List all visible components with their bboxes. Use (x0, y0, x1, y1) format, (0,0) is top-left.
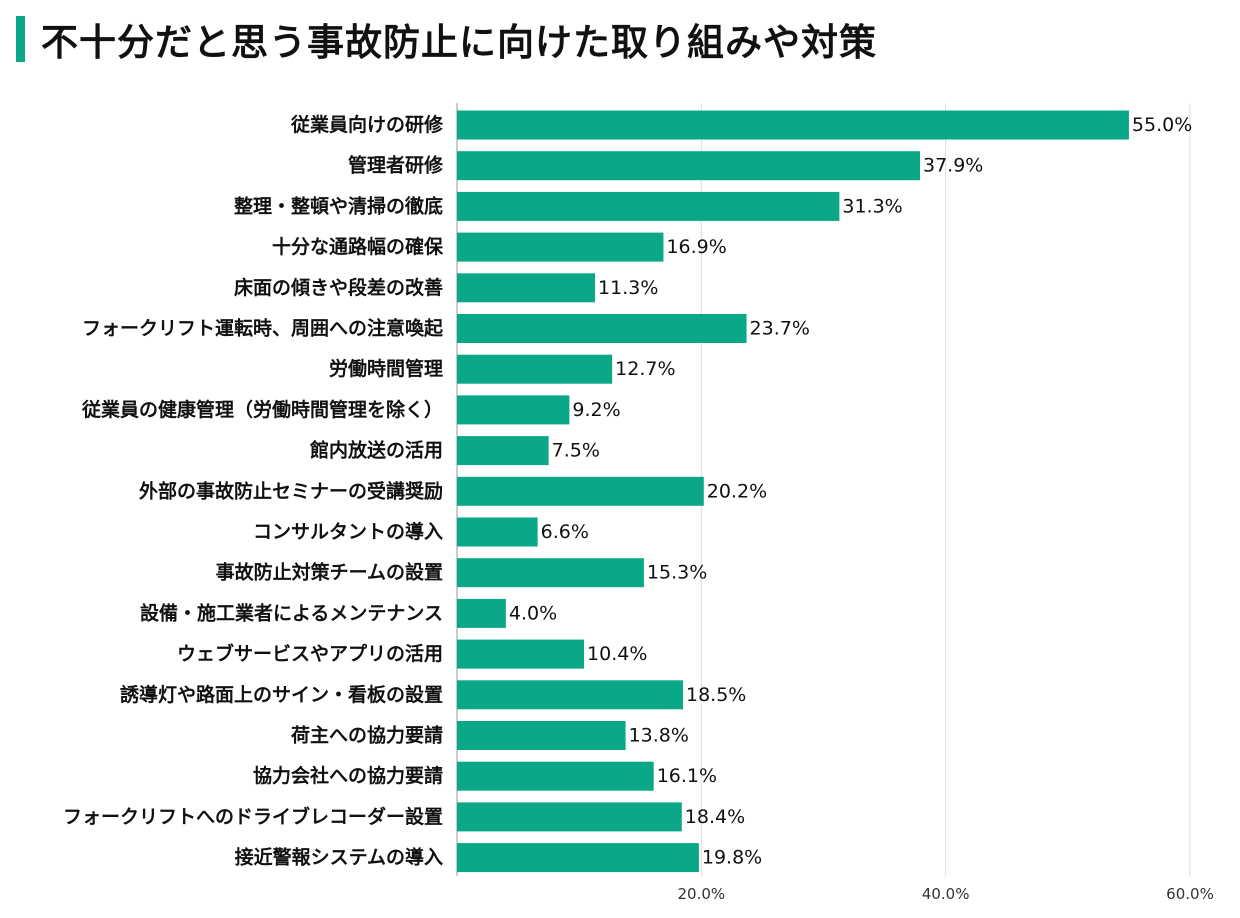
label-layer: 20.0% 40.0% 60.0% 従業員向けの研修 55.0% 管理者研修 37.9% 整理… (63, 113, 1214, 903)
bar (457, 314, 747, 343)
chart-title-block: 不十分だと思う事故防止に向けた取り組みや対策 (16, 14, 877, 64)
bar (457, 110, 1129, 140)
value-label: 16.1% (657, 765, 717, 787)
category-label: フォークリフトへのドライブレコーダー設置 (63, 805, 443, 828)
bar (457, 354, 613, 384)
title-accent-bar (16, 16, 25, 62)
bar (457, 680, 684, 710)
bar (457, 761, 654, 791)
x-tick-label: 20.0% (678, 885, 726, 903)
bar (457, 843, 699, 873)
value-label: 7.5% (552, 440, 600, 462)
value-label: 12.7% (615, 358, 675, 380)
category-label: 設備・施工業者によるメンテナンス (140, 601, 443, 624)
category-label: 館内放送の活用 (310, 439, 443, 462)
chart-title: 不十分だと思う事故防止に向けた取り組みや対策 (41, 21, 877, 64)
value-label: 18.4% (685, 806, 745, 828)
bar (457, 476, 704, 506)
category-label: 協力会社への協力要請 (253, 764, 443, 787)
value-label: 13.8% (629, 725, 689, 747)
category-label: 整理・整頓や清掃の徹底 (234, 194, 443, 217)
value-label: 37.9% (923, 155, 983, 177)
bar (457, 558, 644, 588)
category-label: ウェブサービスやアプリの活用 (177, 642, 443, 665)
bar (457, 232, 664, 262)
bar (457, 273, 596, 303)
value-label: 20.2% (707, 480, 767, 502)
value-label: 31.3% (842, 195, 902, 217)
bar (457, 721, 626, 750)
category-label: 荷主への協力要請 (291, 724, 443, 747)
value-label: 6.6% (541, 521, 589, 543)
category-label: 従業員向けの研修 (290, 113, 444, 136)
category-label: 床面の傾きや段差の改善 (234, 276, 443, 299)
category-label: 外部の事故防止セミナーの受講奨励 (139, 479, 443, 502)
value-label: 11.3% (598, 277, 658, 299)
category-label: フォークリフト運転時、周囲への注意喚起 (82, 317, 444, 340)
value-label: 55.0% (1132, 114, 1192, 136)
category-label: コンサルタントの導入 (253, 520, 443, 543)
bar (457, 191, 840, 221)
value-label: 18.5% (686, 684, 746, 706)
bar (457, 395, 570, 425)
bar-layer (457, 110, 1129, 873)
bar (457, 517, 538, 547)
bar (457, 151, 921, 181)
value-label: 9.2% (572, 399, 620, 421)
value-label: 19.8% (702, 847, 762, 869)
category-label: 十分な通路幅の確保 (272, 235, 444, 258)
value-label: 10.4% (587, 643, 647, 665)
category-label: 管理者研修 (348, 154, 444, 177)
bar (457, 598, 506, 628)
x-tick-label: 40.0% (922, 885, 970, 903)
bar (457, 436, 549, 466)
category-label: 従業員の健康管理（労働時間管理を除く） (81, 398, 443, 421)
value-label: 4.0% (509, 602, 557, 624)
x-tick-label: 60.0% (1166, 885, 1214, 903)
category-label: 接近警報システムの導入 (235, 846, 443, 869)
category-label: 事故防止対策チームの設置 (216, 561, 443, 584)
value-label: 16.9% (666, 236, 726, 258)
value-label: 23.7% (750, 318, 810, 340)
category-label: 誘導灯や路面上のサイン・看板の設置 (120, 683, 443, 706)
bar (457, 802, 682, 832)
bar (457, 639, 585, 669)
category-label: 労働時間管理 (329, 357, 443, 380)
value-label: 15.3% (647, 562, 707, 584)
